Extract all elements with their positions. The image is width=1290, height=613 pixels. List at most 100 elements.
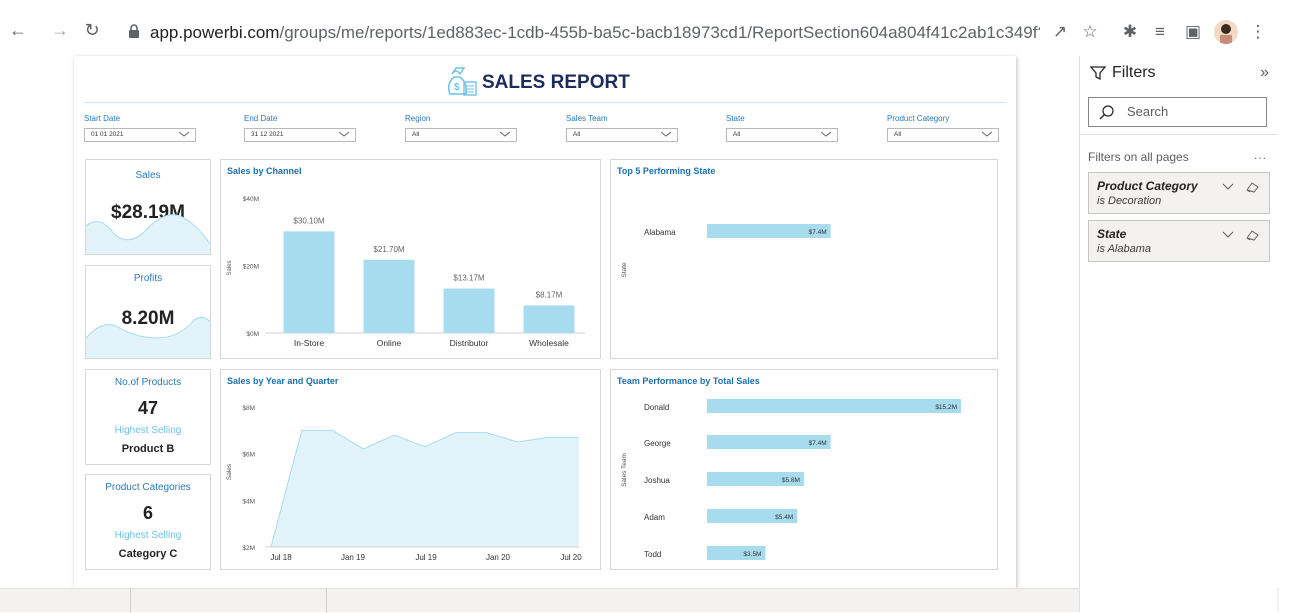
page-tab-strip: [0, 588, 1279, 613]
x-tick-label: Online: [377, 338, 402, 348]
slicer-dropdown[interactable]: All: [887, 128, 999, 142]
x-tick-label: In-Store: [294, 338, 325, 348]
slicer-value: All: [412, 131, 420, 138]
profile-avatar[interactable]: [1214, 20, 1238, 44]
tab-divider: [130, 589, 131, 613]
kpi-label: Profits: [133, 273, 163, 284]
bar: [283, 231, 335, 333]
y-tick-label: Alabama: [644, 228, 676, 237]
stat-label: Product Categories: [105, 482, 191, 493]
report-canvas: $ SALES REPORT Start Date 01 01 2021 End…: [74, 56, 1016, 588]
report-title: SALES REPORT: [482, 72, 630, 93]
chevron-down-icon: [1222, 231, 1234, 238]
y-tick-label: $40M: [243, 196, 259, 203]
address-bar[interactable]: app.powerbi.com/groups/me/reports/1ed883…: [150, 20, 1040, 46]
lock-icon: [129, 24, 139, 38]
bookmark-star-icon[interactable]: ☆: [1082, 22, 1098, 41]
y-axis-title: State: [621, 262, 628, 278]
stat-value: 47: [137, 398, 159, 418]
x-tick-label: Jul 20: [560, 553, 582, 562]
team-chart-svg: Donald $15.2M George $7.4M Joshua $5.8M Adam $5…: [621, 399, 961, 560]
side-panel-icon[interactable]: ▣: [1184, 22, 1202, 41]
chart-title: Sales by Year and Quarter: [227, 376, 339, 386]
reading-list-icon[interactable]: ≡: [1155, 22, 1165, 41]
y-tick-label: $6M: [242, 452, 255, 459]
share-icon[interactable]: ↗: [1052, 22, 1068, 41]
data-label: $13.17M: [453, 274, 484, 283]
filters-search-input[interactable]: Search: [1088, 97, 1267, 127]
data-label: $5.8M: [782, 477, 800, 484]
y-axis-title: Sales: [226, 463, 233, 480]
profits-sparkline: [86, 316, 210, 358]
y-tick-label: Adam: [644, 513, 665, 522]
bar: [707, 399, 961, 413]
y-axis-title: Sales: [227, 260, 233, 275]
chart-title: Team Performance by Total Sales: [617, 376, 760, 386]
slicer-dropdown[interactable]: All: [405, 128, 517, 142]
slicer-dropdown[interactable]: 01 01 2021: [84, 128, 196, 142]
slicer-label: Sales Team: [566, 114, 608, 123]
slicer-label: State: [726, 114, 745, 123]
x-tick-label: Jul 18: [270, 553, 292, 562]
team-performance-chart[interactable]: Donald $15.2M George $7.4M Joshua $5.8M Adam $5…: [610, 369, 998, 570]
forward-arrow-icon[interactable]: →: [51, 20, 69, 40]
slicer-end-date[interactable]: End Date 31 12 2021: [244, 114, 356, 142]
y-tick-label: $20M: [243, 264, 259, 271]
sales-by-channel-chart[interactable]: $0M $20M $40M Sales $30.10M In-Store $21.70M On…: [220, 159, 601, 359]
chart-title: Top 5 Performing State: [617, 166, 716, 176]
slicer-value: All: [894, 131, 902, 138]
money-bag-icon: $: [447, 67, 477, 96]
chevron-down-icon: [661, 131, 671, 137]
x-tick-label: Distributor: [450, 338, 489, 348]
reload-icon[interactable]: ↻: [84, 20, 100, 40]
slicer-dropdown[interactable]: 31 12 2021: [244, 128, 356, 142]
slicer-product-category[interactable]: Product Category All: [887, 114, 999, 142]
title-divider: [84, 102, 1006, 103]
bar: [523, 305, 575, 333]
eraser-icon: [1246, 230, 1259, 241]
top5-state-chart[interactable]: Alabama $7.4M State Top 5 Performing State: [610, 159, 998, 359]
menu-kebab-icon[interactable]: ⋮: [1249, 22, 1267, 41]
slicer-state[interactable]: State All: [726, 114, 838, 142]
back-arrow-icon[interactable]: ←: [9, 20, 27, 40]
categories-stat-card[interactable]: Product Categories 6 Highest Selling Cat…: [85, 474, 211, 570]
data-label: $5.4M: [775, 514, 793, 521]
chevron-down-icon: [1222, 183, 1234, 190]
extensions-puzzle-icon[interactable]: ✱: [1122, 22, 1138, 41]
collapse-pane-icon[interactable]: »: [1260, 64, 1269, 81]
bar: [363, 259, 415, 333]
x-tick-label: Jan 20: [486, 553, 511, 562]
filters-header: Filters: [1090, 64, 1156, 82]
data-label: $21.70M: [373, 245, 404, 254]
svg-text:$: $: [454, 82, 460, 93]
sales-sparkline: [86, 214, 210, 254]
filters-pane: Filters » Search Filters on all pages ..…: [1079, 56, 1278, 612]
url-host: app.powerbi.com: [150, 23, 280, 42]
filter-card-product-category[interactable]: Product Category is Decoration: [1088, 172, 1270, 214]
y-tick-label: Joshua: [644, 476, 670, 485]
slicer-region[interactable]: Region All: [405, 114, 517, 142]
kpi-profits-card[interactable]: Profits 8.20M: [85, 265, 211, 359]
url-path: /groups/me/reports/1ed883ec-1cdb-455b-ba…: [279, 23, 1040, 42]
stat-item: Product B: [121, 443, 175, 455]
products-stat-card[interactable]: No.of Products 47 Highest Selling Produc…: [85, 369, 211, 465]
search-icon: [1099, 105, 1114, 120]
sales-by-year-chart[interactable]: $2M $4M $6M $8M Sales Jul 18 Jan 19 Jul 19 Jan 2…: [220, 369, 601, 570]
more-options-icon[interactable]: ...: [1253, 148, 1267, 162]
filter-name: Product Category: [1097, 179, 1198, 193]
stat-subtitle: Highest Selling: [114, 530, 182, 541]
slicer-dropdown[interactable]: All: [566, 128, 678, 142]
filter-card-state[interactable]: State is Alabama: [1088, 220, 1270, 262]
slicer-sales-team[interactable]: Sales Team All: [566, 114, 678, 142]
bar: [707, 224, 831, 238]
slicer-start-date[interactable]: Start Date 01 01 2021: [84, 114, 196, 142]
kpi-value: 8.20M: [121, 308, 175, 329]
bar: [707, 435, 831, 449]
slicer-label: Start Date: [84, 114, 121, 123]
slicer-dropdown[interactable]: All: [726, 128, 838, 142]
bar: [707, 509, 798, 523]
browser-toolbar: ← → ↻ app.powerbi.com/groups/me/reports/…: [0, 0, 1290, 56]
filters-title: Filters: [1112, 64, 1156, 81]
kpi-sales-card[interactable]: Sales $28.19M: [85, 159, 211, 255]
slicer-label: End Date: [244, 114, 278, 123]
